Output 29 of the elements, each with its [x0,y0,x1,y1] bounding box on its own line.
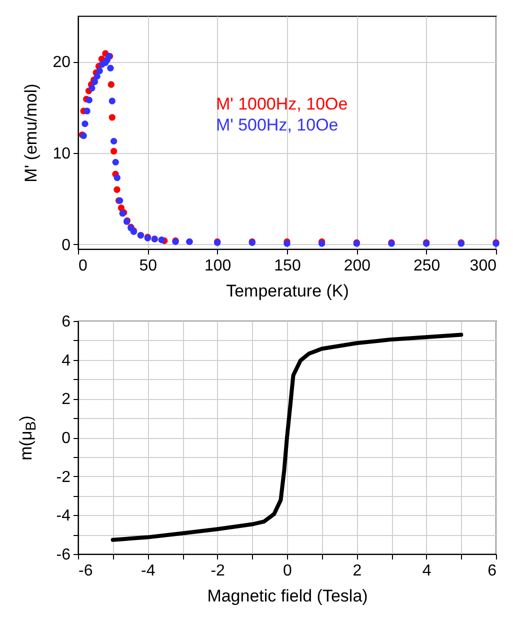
y-tick-label: -2 [56,468,71,486]
x-tick-label: 100 [204,258,232,274]
y-tick-label: 20 [52,54,71,72]
x-tick-label: -2 [210,562,226,580]
x-tick-label: 50 [139,258,158,274]
x-tick-label: 200 [344,258,371,274]
text: M' 500Hz, 10Oe [216,116,338,135]
x-tick-label: 150 [274,258,301,274]
y-axis-title: M' (emu/mol) [22,84,41,182]
y-tick-label: -6 [56,546,71,564]
x-tick-label: 6 [488,562,497,580]
x-tick-label: -4 [141,562,156,580]
x-tick-label: 0 [78,258,88,274]
x-tick-label: 2 [352,562,362,580]
x-tick-label: 0 [283,562,292,580]
y-tick-label: 0 [62,236,71,254]
y-tick-label: 2 [62,391,71,408]
y-tick-label: 0 [62,430,71,447]
x-axis-title: Magnetic field (Tesla) [207,586,368,606]
x-axis-title: Temperature (K) [226,282,349,300]
x-tick-label: 300 [470,258,497,274]
y-tick-label: 10 [52,146,71,163]
y-tick-label: 4 [62,352,71,370]
y-tick-label: 6 [62,314,71,330]
y-tick-label: -4 [56,508,71,525]
x-tick-label: 250 [413,258,440,274]
x-tick-label: -6 [78,562,93,580]
text: M' 1000Hz, 10Oe [216,94,348,114]
x-tick-label: 4 [422,562,432,580]
